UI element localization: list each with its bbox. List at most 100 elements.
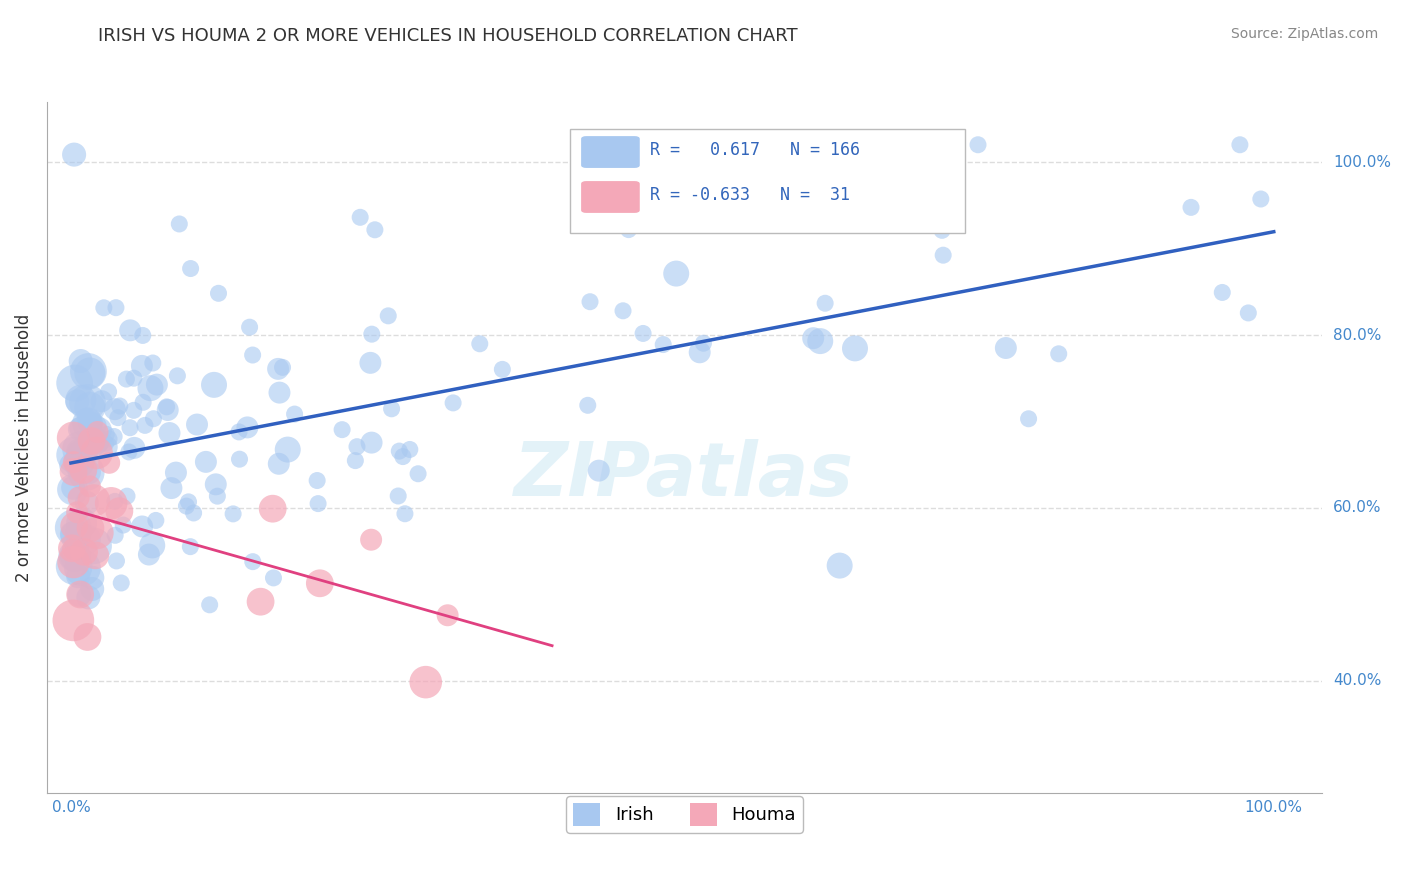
Point	[104, 301, 127, 315]
Point	[63, 559, 86, 574]
Point	[360, 327, 382, 342]
Point	[165, 466, 187, 480]
Point	[83, 539, 105, 553]
Point	[104, 528, 127, 542]
Point	[262, 501, 284, 516]
Point	[63, 376, 86, 390]
Point	[66, 505, 89, 519]
Text: 80.0%: 80.0%	[1333, 327, 1381, 343]
Point	[169, 217, 191, 231]
Point	[392, 450, 415, 464]
Point	[277, 442, 299, 457]
Point	[79, 366, 101, 380]
Point	[75, 466, 97, 480]
Point	[202, 377, 225, 392]
Point	[77, 591, 100, 605]
Point	[60, 458, 83, 472]
Point	[239, 320, 262, 334]
Text: 40.0%: 40.0%	[1333, 673, 1381, 689]
Point	[98, 432, 121, 446]
Point	[360, 533, 382, 547]
Point	[141, 538, 163, 552]
Point	[808, 334, 831, 348]
Point	[63, 448, 86, 462]
Point	[179, 540, 201, 554]
Point	[132, 395, 155, 409]
Point	[186, 417, 208, 432]
Point	[62, 431, 84, 445]
Point	[910, 181, 932, 195]
Point	[66, 524, 89, 539]
Point	[96, 440, 118, 454]
Point	[69, 442, 91, 457]
Point	[79, 479, 101, 493]
Point	[204, 477, 226, 491]
Point	[86, 525, 108, 540]
Point	[138, 548, 160, 562]
Point	[70, 448, 93, 462]
Point	[692, 336, 714, 351]
Point	[77, 364, 100, 378]
Point	[349, 211, 371, 225]
Point	[108, 504, 131, 518]
Point	[198, 598, 221, 612]
Point	[72, 463, 94, 477]
Legend: Irish, Houma: Irish, Houma	[567, 797, 803, 833]
Point	[398, 442, 420, 457]
Point	[307, 474, 329, 488]
Point	[932, 248, 955, 262]
Point	[1250, 192, 1272, 206]
Point	[183, 506, 205, 520]
Point	[98, 456, 121, 470]
Point	[307, 497, 329, 511]
Point	[70, 421, 93, 435]
Point	[468, 336, 491, 351]
Point	[689, 345, 711, 359]
Point	[652, 337, 675, 351]
Point	[134, 418, 156, 433]
Point	[360, 435, 382, 450]
Point	[60, 526, 83, 541]
Point	[176, 499, 198, 513]
Point	[1047, 347, 1070, 361]
Point	[377, 309, 399, 323]
Point	[145, 513, 167, 527]
Point	[86, 425, 108, 439]
Point	[122, 371, 145, 385]
Point	[70, 516, 93, 530]
Point	[76, 496, 98, 510]
Text: Source: ZipAtlas.com: Source: ZipAtlas.com	[1230, 27, 1378, 41]
Point	[89, 436, 111, 450]
Point	[76, 417, 98, 431]
Point	[180, 261, 202, 276]
Point	[122, 403, 145, 417]
Point	[436, 608, 458, 623]
Point	[63, 147, 86, 161]
Point	[63, 549, 86, 563]
Point	[146, 377, 169, 392]
Point	[207, 489, 229, 503]
Point	[93, 301, 115, 315]
Point	[66, 394, 89, 409]
Point	[576, 398, 599, 412]
Point	[87, 423, 110, 437]
Point	[228, 425, 250, 439]
Point	[84, 549, 107, 563]
Point	[160, 481, 183, 495]
Text: 100.0%: 100.0%	[1333, 154, 1391, 169]
Point	[100, 496, 122, 510]
Point	[62, 481, 84, 495]
Point	[79, 417, 101, 431]
Point	[86, 446, 108, 460]
Point	[139, 381, 162, 395]
Text: 60.0%: 60.0%	[1333, 500, 1382, 516]
Point	[441, 396, 464, 410]
FancyBboxPatch shape	[581, 136, 640, 168]
Point	[60, 541, 83, 556]
Point	[107, 410, 129, 425]
Point	[364, 223, 387, 237]
Point	[67, 588, 90, 602]
FancyBboxPatch shape	[581, 181, 640, 213]
Point	[115, 372, 138, 386]
Point	[80, 434, 103, 448]
